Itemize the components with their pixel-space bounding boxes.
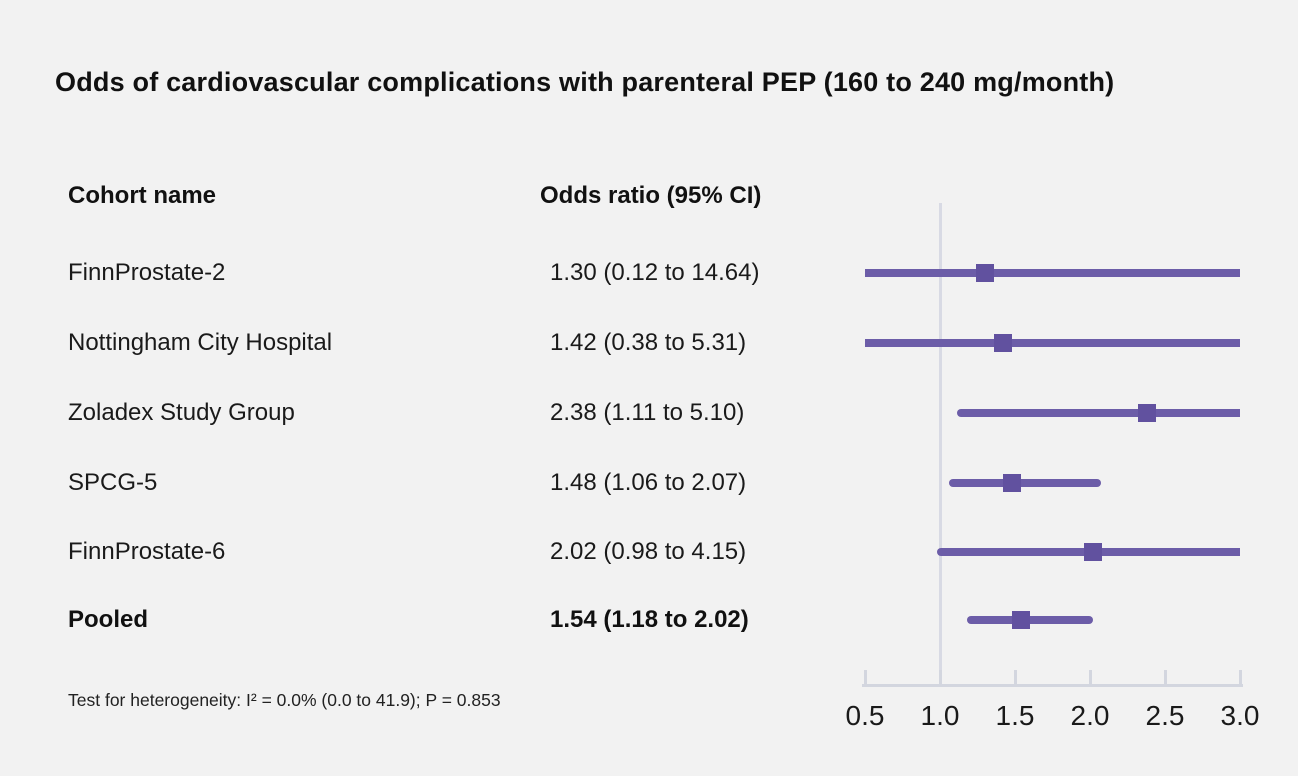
point-estimate-marker xyxy=(976,264,994,282)
point-estimate-marker xyxy=(994,334,1012,352)
x-axis-tick-label: 1.5 xyxy=(995,700,1035,731)
confidence-interval-line xyxy=(949,479,1101,487)
point-estimate-marker xyxy=(1084,543,1102,561)
x-axis-tick-label: 2.0 xyxy=(1070,700,1110,731)
x-axis-tick-label: 3.0 xyxy=(1220,700,1260,731)
cohort-label: Pooled xyxy=(68,606,149,633)
column-header-cohort: Cohort name xyxy=(68,182,217,209)
x-axis-tick xyxy=(1163,670,1167,684)
point-estimate-marker xyxy=(1138,404,1156,422)
cohort-label: SPCG-5 xyxy=(68,469,158,496)
cohort-label: Zoladex Study Group xyxy=(68,399,295,426)
odds-ratio-value: 1.48 (1.06 to 2.07) xyxy=(550,469,747,496)
x-axis-tick xyxy=(863,670,867,684)
figure-title: Odds of cardiovascular complications wit… xyxy=(55,67,1115,97)
x-axis-line xyxy=(862,684,1243,687)
confidence-interval-line xyxy=(967,616,1093,624)
odds-ratio-value: 1.42 (0.38 to 5.31) xyxy=(550,329,747,356)
reference-line xyxy=(938,203,942,687)
odds-ratio-value: 2.02 (0.98 to 4.15) xyxy=(550,538,747,565)
x-axis-tick xyxy=(1088,670,1092,684)
x-axis-tick-label: 0.5 xyxy=(845,700,885,731)
cohort-label: FinnProstate-6 xyxy=(68,538,226,565)
x-axis-tick xyxy=(1238,670,1242,684)
x-axis-tick xyxy=(938,670,942,684)
x-axis-tick-label: 1.0 xyxy=(920,700,960,731)
odds-ratio-value: 1.54 (1.18 to 2.02) xyxy=(550,606,749,633)
odds-ratio-value: 1.30 (0.12 to 14.64) xyxy=(550,259,760,286)
confidence-interval-line xyxy=(865,269,1240,277)
odds-ratio-value: 2.38 (1.11 to 5.10) xyxy=(550,399,745,426)
x-axis-tick-label: 2.5 xyxy=(1145,700,1185,731)
confidence-interval-line xyxy=(865,339,1240,347)
heterogeneity-footnote: Test for heterogeneity: I² = 0.0% (0.0 t… xyxy=(68,690,501,710)
cohort-label: FinnProstate-2 xyxy=(68,259,226,286)
confidence-interval-line xyxy=(956,409,1240,417)
column-header-odds-ratio: Odds ratio (95% CI) xyxy=(540,182,762,209)
cohort-label: Nottingham City Hospital xyxy=(68,329,333,356)
x-axis-tick xyxy=(1013,670,1017,684)
point-estimate-marker xyxy=(1003,474,1021,492)
point-estimate-marker xyxy=(1012,611,1030,629)
